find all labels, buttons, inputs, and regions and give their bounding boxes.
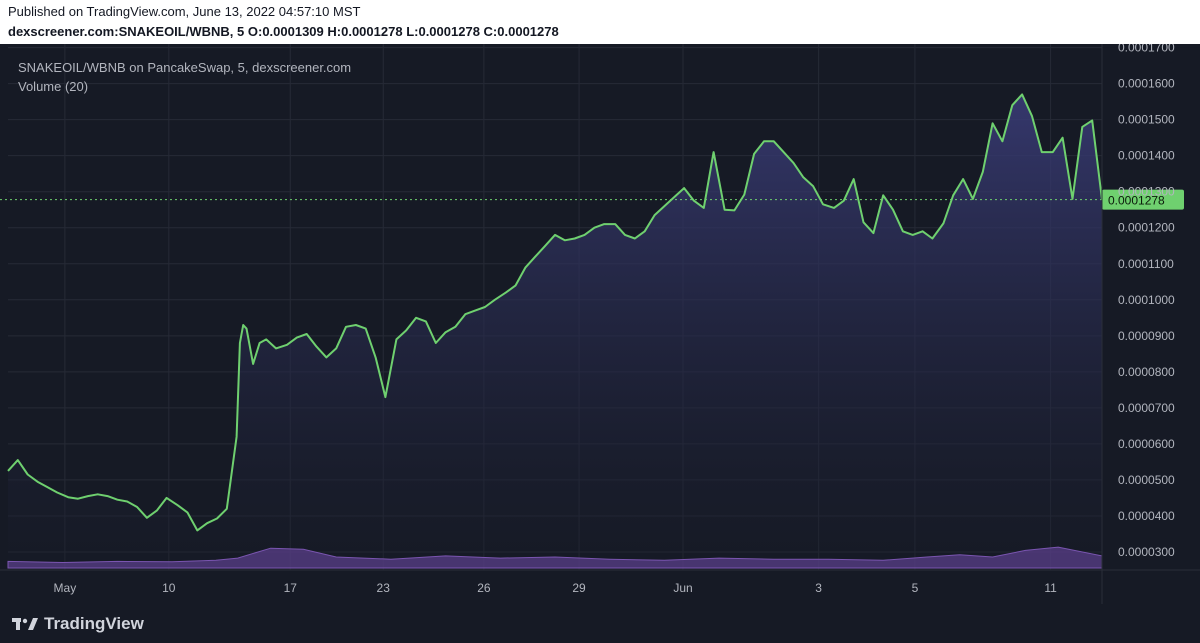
symbol-label: dexscreener.com:SNAKEOIL/WBNB, 5 [8,24,245,39]
open-value: 0.0001309 [262,24,324,39]
close-label: C: [483,24,498,39]
y-tick-label: 0.0000300 [1118,545,1175,559]
x-tick-label: 23 [377,581,391,595]
high-value: 0.0001278 [341,24,403,39]
x-tick-label: 3 [815,581,822,595]
y-tick-label: 0.0001100 [1118,257,1174,271]
price-chart[interactable]: 0.0001278 0.0001700 0.0001600 0.0001500 0.0… [0,44,1200,604]
low-value: 0.0001278 [418,24,480,39]
high-label: H: [327,24,342,39]
x-tick-label: 5 [912,581,919,595]
price-series-line [7,93,1103,532]
x-tick-label: 29 [572,581,586,595]
y-tick-label: 0.0000800 [1118,365,1175,379]
x-tick-label: 26 [477,581,491,595]
low-label: L: [406,24,419,39]
x-tick-label: 17 [284,581,298,595]
price-area [8,94,1102,571]
chart-panel[interactable]: 0.0001278 0.0001700 0.0001600 0.0001500 0.0… [0,44,1200,604]
published-line: Published on TradingView.com, June 13, 2… [8,4,361,19]
y-tick-label: 0.0000700 [1118,401,1175,415]
last-price-badge [1102,189,1184,210]
volume-area [7,546,1103,569]
x-tick-label: 10 [162,581,176,595]
y-tick-label: 0.0001000 [1118,293,1175,307]
y-tick-label: 0.0001500 [1118,113,1175,127]
x-tick-label: 11 [1044,581,1057,595]
y-tick-label: 0.0001200 [1118,221,1175,235]
close-value: 0.0001278 [497,24,559,39]
y-tick-label: 0.0001300 [1118,185,1175,199]
tradingview-logo-icon [12,618,38,630]
footer-bar: TradingView [0,604,1200,643]
tradingview-brand[interactable]: TradingView [12,614,144,634]
x-tick-label: Jun [673,581,692,595]
chart-legend-volume: Volume (20) [18,79,89,94]
tradingview-brand-label: TradingView [44,614,144,633]
ohlc-line: dexscreener.com:SNAKEOIL/WBNB, 5 O:0.000… [8,24,559,39]
y-tick-label: 0.0000900 [1118,329,1175,343]
y-tick-label: 0.0000500 [1118,473,1175,487]
y-tick-label: 0.0001600 [1118,77,1175,91]
y-tick-label: 0.0000600 [1118,437,1175,451]
y-tick-label: 0.0001700 [1118,44,1175,55]
x-tick-label: May [54,581,77,595]
last-price-label: 0.0001278 [1108,194,1165,208]
chart-legend-title: SNAKEOIL/WBNB on PancakeSwap, 5, dexscre… [18,60,352,75]
open-label: O: [247,24,263,39]
y-tick-label: 0.0000400 [1118,509,1175,523]
y-tick-label: 0.0001400 [1118,149,1175,163]
